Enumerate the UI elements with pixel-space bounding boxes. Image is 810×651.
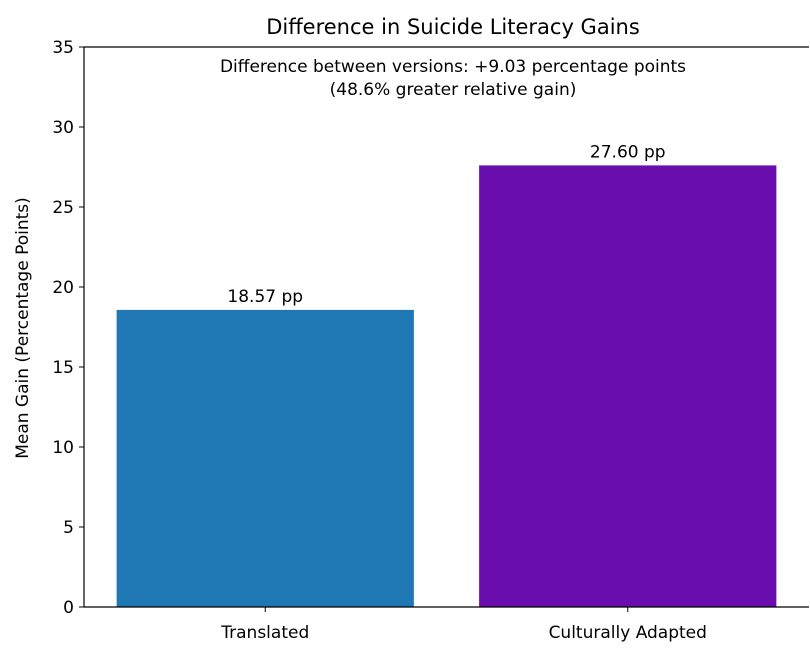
y-tick-label: 35 (52, 38, 74, 58)
y-tick-label: 20 (52, 278, 74, 298)
y-axis-title: Mean Gain (Percentage Points) (13, 197, 33, 459)
annotation-relative-gain: (48.6% greater relative gain) (330, 80, 577, 100)
bar-value-label: 27.60 pp (590, 142, 666, 162)
x-tick-label: Translated (220, 623, 309, 643)
y-tick-label: 5 (63, 518, 74, 538)
chart-title: Difference in Suicide Literacy Gains (266, 15, 640, 39)
bar-culturally-adapted (479, 165, 777, 607)
y-tick-label: 0 (63, 598, 74, 618)
bar-labels-layer: 18.57 pp 27.60 pp (227, 142, 665, 306)
y-tick-label: 15 (52, 358, 74, 378)
annotation-difference: Difference between versions: +9.03 perce… (220, 57, 686, 77)
y-tick-label: 30 (52, 118, 74, 138)
y-tick-label: 10 (52, 438, 74, 458)
x-tick-label: Culturally Adapted (549, 623, 707, 643)
bar-value-label: 18.57 pp (227, 287, 303, 307)
y-tick-label: 25 (52, 198, 74, 218)
plot-frame (83, 46, 809, 608)
bar-translated (116, 309, 414, 607)
x-axis: Translated Culturally Adapted (220, 607, 707, 643)
bars-layer (116, 165, 777, 607)
y-axis: 0 5 10 15 20 25 30 35 (52, 38, 84, 618)
